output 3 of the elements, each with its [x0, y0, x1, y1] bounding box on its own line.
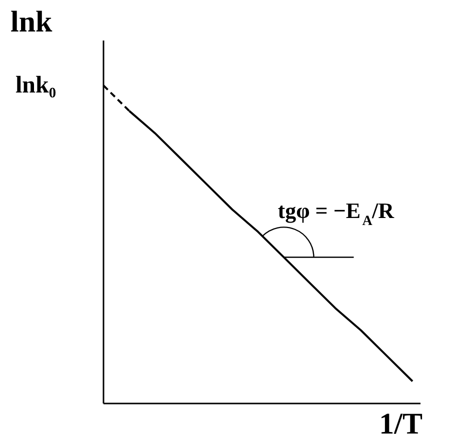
y-axis-title: lnk — [10, 6, 53, 38]
text: lnk₀ — [16, 72, 56, 98]
x-axis-title: 1/T — [379, 408, 423, 434]
